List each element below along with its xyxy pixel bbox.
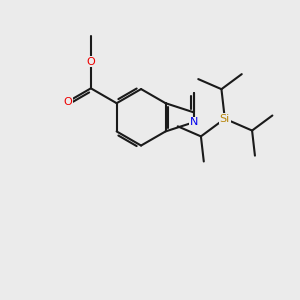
Text: O: O (63, 97, 72, 107)
Text: N: N (190, 117, 198, 127)
Text: Si: Si (220, 114, 230, 124)
Text: O: O (86, 57, 95, 67)
